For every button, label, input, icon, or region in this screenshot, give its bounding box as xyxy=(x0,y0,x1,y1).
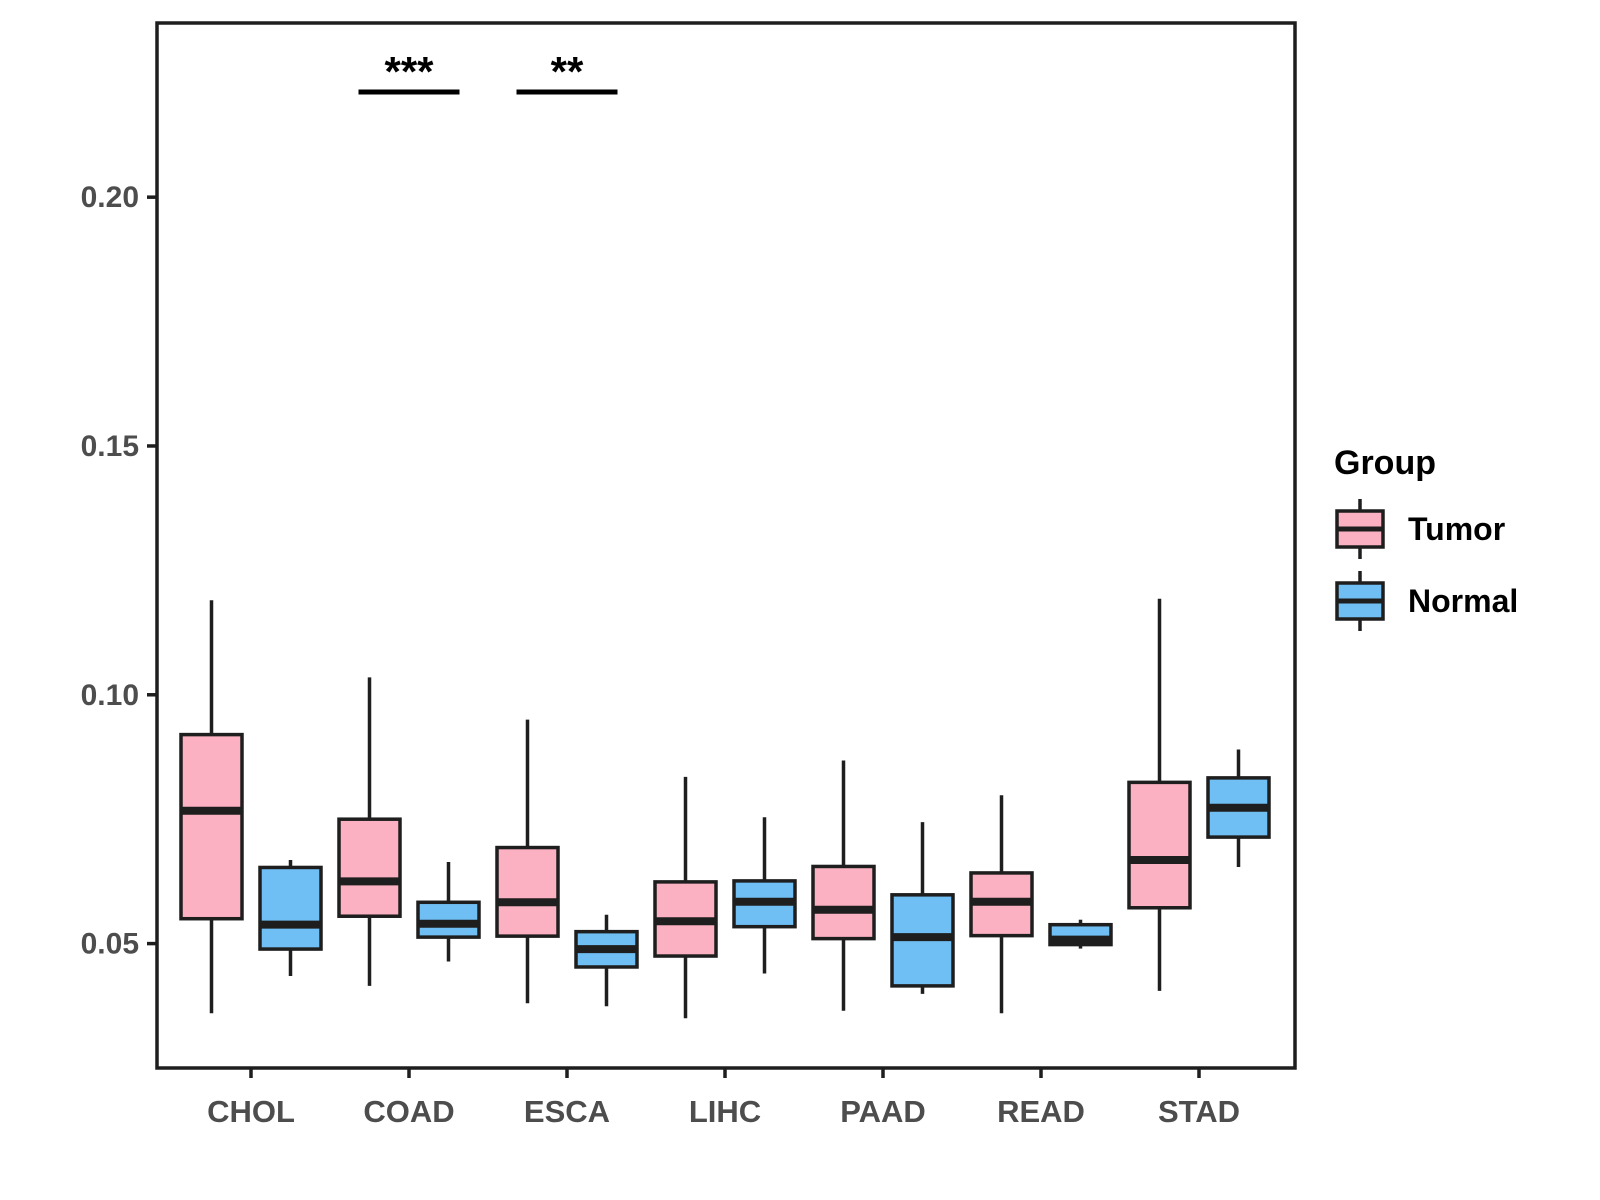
box-LIHC-Normal xyxy=(732,817,797,974)
y-tick-label: 0.15 xyxy=(81,430,139,463)
boxplot-key-tumor-icon xyxy=(1335,499,1385,559)
iqr-box xyxy=(258,865,323,951)
box-PAAD-Normal xyxy=(890,822,955,994)
box-CHOL-Tumor xyxy=(179,600,244,1014)
iqr-box xyxy=(811,864,876,941)
x-tick-label-LIHC: LIHC xyxy=(689,1094,761,1129)
significance-label-ESCA: ** xyxy=(551,48,584,95)
panel-border xyxy=(155,21,1297,1070)
boxes xyxy=(179,598,1271,1019)
x-tick-label-CHOL: CHOL xyxy=(207,1094,295,1129)
legend: Group Tumor Normal xyxy=(1332,444,1518,641)
box-STAD-Tumor xyxy=(1127,598,1192,991)
iqr-box xyxy=(1127,780,1192,910)
legend-title: Group xyxy=(1334,444,1436,482)
box-ESCA-Tumor xyxy=(495,719,560,1004)
box-READ-Tumor xyxy=(969,795,1034,1014)
legend-label-normal: Normal xyxy=(1408,582,1519,619)
iqr-box xyxy=(179,732,244,921)
box-ESCA-Normal xyxy=(574,914,639,1007)
y-tick-label: 0.05 xyxy=(81,928,139,961)
legend-label-tumor: Tumor xyxy=(1408,510,1506,547)
x-tick-label-READ: READ xyxy=(997,1094,1085,1129)
significance-label-COAD: *** xyxy=(384,48,434,95)
iqr-box xyxy=(495,845,560,938)
x-tick-label-ESCA: ESCA xyxy=(524,1094,610,1129)
box-PAAD-Tumor xyxy=(811,760,876,1011)
x-tick-label-PAAD: PAAD xyxy=(840,1094,926,1129)
x-tick-label-COAD: COAD xyxy=(363,1094,454,1129)
y-axis: 0.05 0.10 0.15 0.20 xyxy=(81,181,157,961)
significance-annotations: *** ** xyxy=(358,48,618,95)
x-tick-label-STAD: STAD xyxy=(1158,1094,1240,1129)
box-COAD-Tumor xyxy=(337,677,402,986)
box-CHOL-Normal xyxy=(258,859,323,976)
iqr-box xyxy=(337,817,402,918)
boxplot-key-normal-icon xyxy=(1335,571,1385,631)
legend-item-tumor: Tumor xyxy=(1332,497,1518,561)
y-tick-label: 0.20 xyxy=(81,181,139,214)
y-tick-label: 0.10 xyxy=(81,679,139,712)
box-LIHC-Tumor xyxy=(653,776,718,1019)
legend-item-normal: Normal xyxy=(1332,569,1518,633)
box-COAD-Normal xyxy=(416,861,481,962)
x-axis: CHOL COAD ESCA LIHC PAAD READ STAD xyxy=(207,1068,1240,1129)
box-READ-Normal xyxy=(1048,919,1113,949)
box-STAD-Normal xyxy=(1206,749,1271,867)
